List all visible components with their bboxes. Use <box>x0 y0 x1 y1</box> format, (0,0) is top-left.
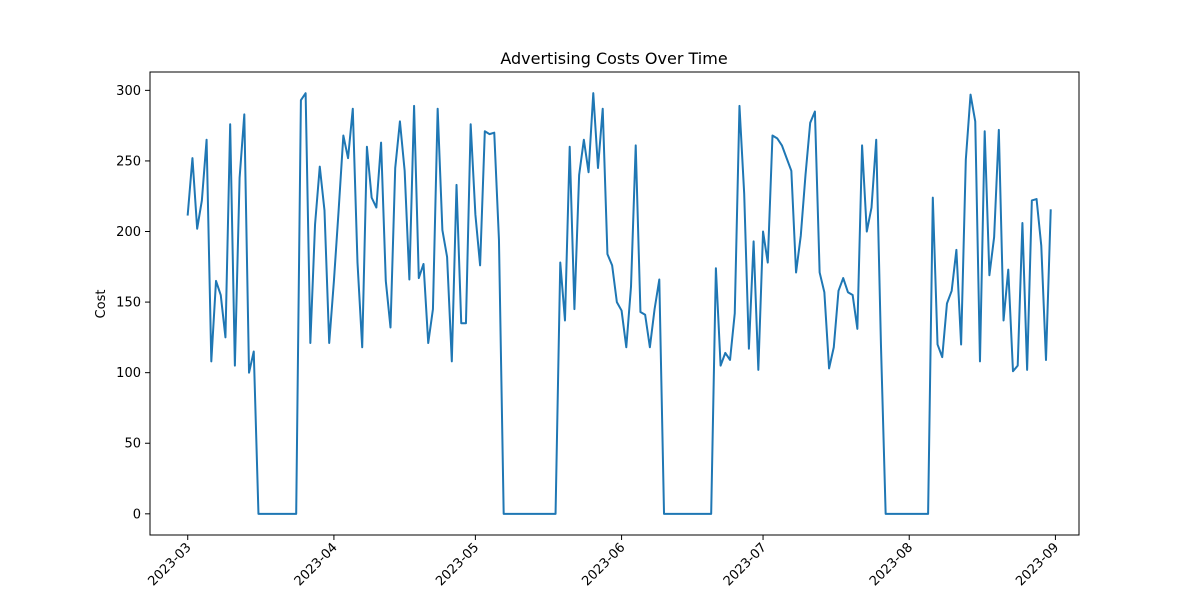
y-axis: 0 50 100 150 200 250 300 <box>116 84 150 522</box>
series-line <box>186 92 1052 515</box>
y-tick-label: 50 <box>124 437 141 452</box>
y-tick-label: 0 <box>133 507 141 522</box>
y-tick-label: 300 <box>116 84 141 99</box>
y-axis-label: Cost <box>94 290 109 319</box>
y-tick-label: 250 <box>116 154 141 169</box>
chart-title: Advertising Costs Over Time <box>500 49 727 68</box>
y-tick-label: 200 <box>116 225 141 240</box>
y-tick-label: 150 <box>116 296 141 311</box>
y-tick-label: 100 <box>116 366 141 381</box>
plot-frame <box>149 71 1080 536</box>
series-layer <box>186 92 1052 515</box>
